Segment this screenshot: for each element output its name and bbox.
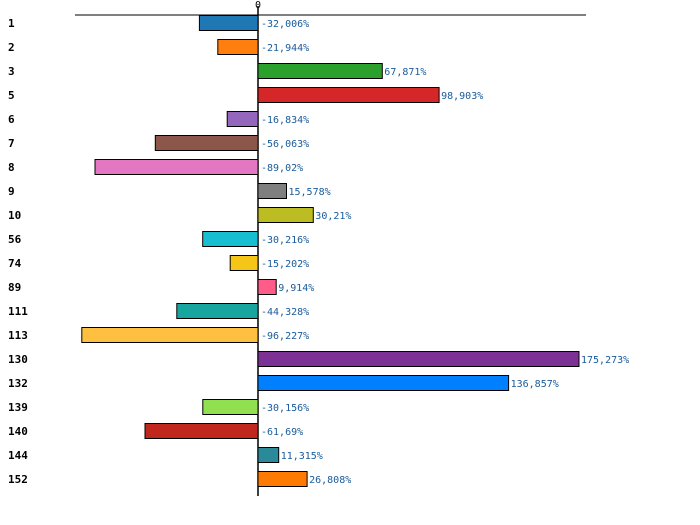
value-label: -89,02%	[261, 163, 303, 174]
value-label: -30,156%	[261, 403, 309, 414]
category-label: 74	[8, 257, 22, 270]
bar	[257, 183, 287, 199]
bar	[154, 135, 259, 151]
bar	[257, 207, 314, 223]
bar	[257, 471, 308, 487]
bar	[217, 39, 259, 55]
bar	[257, 351, 580, 367]
category-label: 139	[8, 401, 28, 414]
category-label: 152	[8, 473, 28, 486]
category-label: 9	[8, 185, 15, 198]
bar	[257, 375, 510, 391]
category-label: 3	[8, 65, 15, 78]
bar	[229, 255, 259, 271]
value-label: -16,834%	[261, 115, 309, 126]
category-label: 10	[8, 209, 21, 222]
category-label: 111	[8, 305, 28, 318]
category-label: 89	[8, 281, 21, 294]
value-label: 175,273%	[581, 355, 629, 366]
value-label: -96,227%	[261, 331, 309, 342]
bar	[257, 87, 440, 103]
bar	[198, 15, 259, 31]
bar	[226, 111, 259, 127]
value-label: -32,006%	[261, 19, 309, 30]
bar	[176, 303, 259, 319]
category-label: 8	[8, 161, 15, 174]
value-label: -21,944%	[261, 43, 309, 54]
value-label: 67,871%	[384, 67, 426, 78]
value-label: 15,578%	[289, 187, 331, 198]
category-label: 140	[8, 425, 28, 438]
category-label: 56	[8, 233, 22, 246]
value-label: 11,315%	[281, 451, 323, 462]
bar	[257, 63, 383, 79]
category-label: 1	[8, 17, 15, 30]
value-label: -56,063%	[261, 139, 309, 150]
bar	[144, 423, 259, 439]
value-label: 9,914%	[278, 283, 314, 294]
bar	[257, 447, 280, 463]
category-label: 2	[8, 41, 15, 54]
value-label: 98,903%	[441, 91, 483, 102]
category-label: 132	[8, 377, 28, 390]
value-label: -15,202%	[261, 259, 309, 270]
bar	[202, 399, 259, 415]
value-label: -61,69%	[261, 427, 303, 438]
category-label: 130	[8, 353, 28, 366]
value-label: 136,857%	[511, 379, 559, 390]
category-label: 5	[8, 89, 15, 102]
category-label: 7	[8, 137, 15, 150]
bar	[81, 327, 259, 343]
value-label: 30,21%	[315, 211, 351, 222]
value-label: 26,808%	[309, 475, 351, 486]
category-label: 113	[8, 329, 28, 342]
bar	[94, 159, 259, 175]
bar	[257, 279, 277, 295]
category-label: 6	[8, 113, 15, 126]
category-label: 144	[8, 449, 28, 462]
value-label: -44,328%	[261, 307, 309, 318]
bar	[202, 231, 259, 247]
zero-tick-label: 0	[255, 0, 261, 11]
value-label: -30,216%	[261, 235, 309, 246]
